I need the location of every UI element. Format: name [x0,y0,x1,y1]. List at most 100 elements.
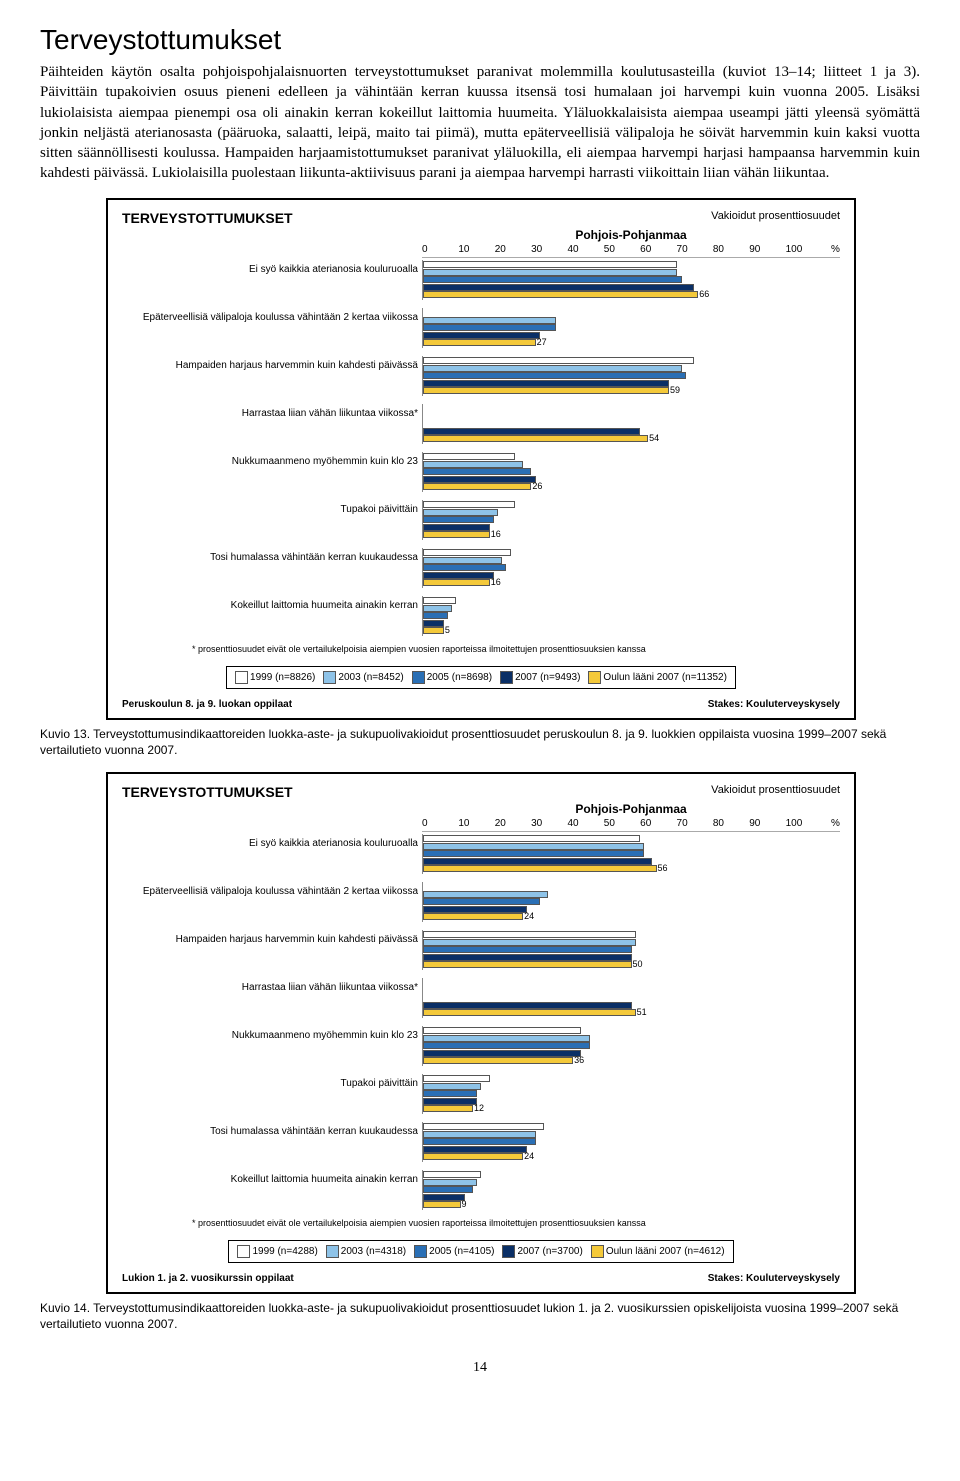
chart-footnote: * prosenttiosuudet eivät ole vertailukel… [192,644,840,654]
bar-value-label: 59 [668,385,680,395]
bar: 24 [423,913,523,920]
axis-tick: 60 [640,244,676,255]
bar [423,509,498,516]
bar [423,835,640,842]
axis-tick: 50 [604,244,640,255]
axis-tick: 0 [422,818,458,829]
legend-swatch [412,671,425,684]
chart-title: TERVEYSTOTTUMUKSET [122,784,293,800]
bar: 56 [423,865,657,872]
indicator-label: Epäterveellisiä välipaloja koulussa vähi… [122,308,422,324]
indicator-label: Harrastaa liian vähän liikuntaa viikossa… [122,404,422,420]
chart-subhead: Vakioidut prosenttiosuudet [711,210,840,226]
caption-kuvio-13: Kuvio 13. Terveystottumusindikaattoreide… [40,726,920,758]
bar-group: 54 [422,404,840,444]
bar [423,620,444,627]
bar: 24 [423,1153,523,1160]
axis-tick: 40 [567,244,603,255]
bar [423,1090,477,1097]
bar-value-label: 54 [647,433,659,443]
chart-row: Tupakoi päivittäin12 [122,1074,840,1114]
bar [423,461,523,468]
bar-group: 9 [422,1170,840,1210]
legend-swatch [237,1245,250,1258]
axis-tick: 70 [677,244,713,255]
bar [423,858,652,865]
bar: 54 [423,435,648,442]
chart-footer-left: Lukion 1. ja 2. vuosikurssin oppilaat [122,1273,294,1284]
legend-label: 1999 (n=4288) [252,1246,317,1257]
bar: 5 [423,627,444,634]
bar [423,1098,477,1105]
bar [423,453,515,460]
axis-tick: 100 [786,244,822,255]
axis-tick: 0 [422,244,458,255]
bar-value-label: 51 [635,1007,647,1017]
indicator-label: Kokeillut laittomia huumeita ainakin ker… [122,1170,422,1186]
bar [423,317,556,324]
bar-group: 51 [422,978,840,1018]
indicator-label: Ei syö kaikkia aterianosia kouluruoalla [122,834,422,850]
bar [423,269,677,276]
chart-row: Harrastaa liian vähän liikuntaa viikossa… [122,404,840,444]
bar [423,1075,490,1082]
bar [423,1050,581,1057]
indicator-label: Kokeillut laittomia huumeita ainakin ker… [122,596,422,612]
bar [423,954,632,961]
axis-tick: 30 [531,818,567,829]
chart-legend: 1999 (n=8826) 2003 (n=8452) 2005 (n=8698) 2… [226,666,736,689]
bar-group: 36 [422,1026,840,1066]
bar-value-label: 26 [530,481,542,491]
bar-value-label: 24 [522,1151,534,1161]
bar [423,931,636,938]
indicator-label: Harrastaa liian vähän liikuntaa viikossa… [122,978,422,994]
bar [423,516,494,523]
legend-item: 1999 (n=4288) [237,1245,317,1258]
legend-label: 2007 (n=9493) [515,672,580,683]
bar [423,1027,581,1034]
indicator-label: Tosi humalassa vähintään kerran kuukaude… [122,548,422,564]
bar [423,612,448,619]
bar [423,1002,632,1009]
legend-item: 2005 (n=4105) [414,1245,494,1258]
bar-group: 16 [422,500,840,540]
indicator-label: Ei syö kaikkia aterianosia kouluruoalla [122,260,422,276]
legend-item: 2003 (n=4318) [326,1245,406,1258]
bar: 27 [423,339,536,346]
caption-kuvio-14: Kuvio 14. Terveystottumusindikaattoreide… [40,1300,920,1332]
bar-value-label: 12 [472,1103,484,1113]
bar [423,365,682,372]
chart-row: Nukkumaanmeno myöhemmin kuin klo 2336 [122,1026,840,1066]
chart-footer-left: Peruskoulun 8. ja 9. luokan oppilaat [122,699,292,710]
bar [423,1146,527,1153]
bar-group: 24 [422,882,840,922]
bar-value-label: 16 [489,577,501,587]
legend-label: 2003 (n=8452) [338,672,403,683]
body-paragraph: Päihteiden käytön osalta pohjoispohjalai… [40,62,920,184]
bar [423,1186,473,1193]
bar [423,906,527,913]
chart-row: Hampaiden harjaus harvemmin kuin kahdest… [122,930,840,970]
bar [423,324,556,331]
bar [423,428,640,435]
chart-region: Pohjois-Pohjanmaa [422,802,840,816]
legend-swatch [502,1245,515,1258]
axis-pct: % [822,244,840,255]
bar [423,1035,590,1042]
legend-item: 2005 (n=8698) [412,671,492,684]
chart-title: TERVEYSTOTTUMUKSET [122,210,293,226]
bar [423,572,494,579]
bar [423,524,490,531]
bar: 9 [423,1201,461,1208]
bar [423,597,456,604]
legend-label: Oulun lääni 2007 (n=4612) [606,1246,725,1257]
bar-group: 27 [422,308,840,348]
chart-row: Epäterveellisiä välipaloja koulussa vähi… [122,882,840,922]
bar [423,549,511,556]
bar [423,1042,590,1049]
bar [423,1194,465,1201]
legend-item: 1999 (n=8826) [235,671,315,684]
bar [423,468,531,475]
bar [423,605,452,612]
bar-group: 16 [422,548,840,588]
